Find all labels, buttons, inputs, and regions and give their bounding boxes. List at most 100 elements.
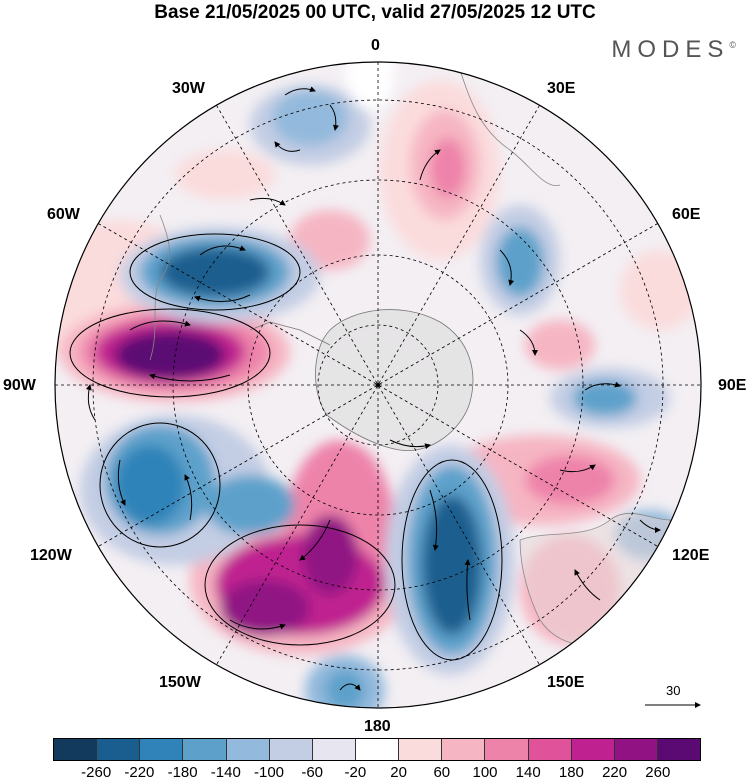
africa-outline xyxy=(459,69,561,187)
positive-anomaly-area xyxy=(175,150,275,200)
colorbar-tick-label: -220 xyxy=(124,764,155,781)
colorbar-tick-label: -140 xyxy=(210,764,241,781)
wind-vector xyxy=(329,104,339,131)
colorbar-tick-label: 180 xyxy=(558,764,584,781)
anomaly-contours xyxy=(69,233,503,661)
wind-vector xyxy=(117,459,126,506)
lon-label-180: 180 xyxy=(364,718,391,735)
brand-copyright-mark: © xyxy=(729,40,736,50)
negative-anomaly-core xyxy=(325,670,365,708)
colorbar-tick-label: -260 xyxy=(81,764,112,781)
wind-vectors xyxy=(85,86,661,691)
wind-vector xyxy=(284,86,316,96)
colorbar-swatch xyxy=(657,739,701,760)
colorbar-tick-label: -100 xyxy=(253,764,285,781)
colorbar-swatch xyxy=(399,739,443,760)
negative-anomaly-core xyxy=(573,380,637,416)
lon-label-120w: 120W xyxy=(30,547,72,564)
colorbar-swatch xyxy=(269,739,313,760)
wind-vector xyxy=(519,329,538,356)
contour-line xyxy=(69,308,271,398)
colorbar-swatch xyxy=(97,739,141,760)
wind-vector xyxy=(339,683,361,691)
wind-vector xyxy=(274,141,301,152)
negative-anomaly-core xyxy=(160,247,270,297)
colorbar-swatch xyxy=(312,739,356,760)
antarctic-peninsula-outline xyxy=(249,321,331,346)
wind-vector xyxy=(249,197,286,206)
colorbar-ticks: -260 -220 -180 -140 -100 -60 -20 20 60 100 140 180 2… xyxy=(53,764,701,783)
positive-anomaly-core xyxy=(220,580,310,636)
colorbar xyxy=(53,738,701,761)
reference-vector-label: 30 xyxy=(666,683,681,698)
colorbar-tick-label: 140 xyxy=(515,764,541,781)
negative-anomaly-area xyxy=(205,475,295,535)
colorbar-swatch xyxy=(355,739,400,760)
lon-label-60e: 60E xyxy=(672,206,701,223)
lon-label-150w: 150W xyxy=(159,674,201,691)
map-boundary xyxy=(54,61,702,709)
wind-vector xyxy=(299,519,331,561)
lon-label-120e: 120E xyxy=(672,547,710,564)
contour-line xyxy=(129,233,301,311)
wind-vector xyxy=(419,149,441,181)
negative-anomaly-core xyxy=(115,445,185,525)
positive-anomaly-area xyxy=(620,250,700,330)
positive-anomaly-area xyxy=(525,320,595,370)
colorbar-swatch xyxy=(485,739,529,760)
positive-anomaly-area xyxy=(430,138,466,198)
colorbar-swatch xyxy=(183,739,227,760)
wind-vector xyxy=(429,489,439,551)
colorbar-tick-label: 220 xyxy=(602,764,628,781)
colorbar-tick-label: 260 xyxy=(645,764,671,781)
colorbar-swatch xyxy=(571,739,615,760)
wind-vector xyxy=(584,381,621,391)
contour-line xyxy=(401,459,503,661)
colorbar-swatch xyxy=(226,739,270,760)
map-title: Base 21/05/2025 00 UTC, valid 27/05/2025… xyxy=(154,2,596,23)
contour-line xyxy=(99,422,221,548)
colorbar-tick-label: 20 xyxy=(390,764,407,781)
wind-vector xyxy=(194,294,251,302)
modes-logo: MODES© xyxy=(611,36,736,64)
lon-label-30e: 30E xyxy=(547,80,576,97)
colorbar-tick-label: -20 xyxy=(344,764,367,781)
lon-label-30w: 30W xyxy=(172,80,205,97)
neutral-area xyxy=(345,62,395,110)
colorbar-swatch xyxy=(528,739,572,760)
colorbar-tick-label: 60 xyxy=(433,764,451,781)
lon-label-150e: 150E xyxy=(547,674,585,691)
wind-vector xyxy=(149,373,231,382)
positive-anomaly-core xyxy=(302,515,358,595)
colorbar-swatch xyxy=(442,739,486,760)
brand-text: MODES xyxy=(611,36,730,63)
negative-anomaly-core xyxy=(422,495,482,635)
wind-vector xyxy=(184,474,193,521)
colorbar-swatch xyxy=(140,739,184,760)
negative-anomaly-core xyxy=(496,227,544,297)
wind-vector xyxy=(229,619,286,630)
lon-label-90e: 90E xyxy=(718,377,747,394)
wind-vector xyxy=(464,559,471,621)
south-america-outline xyxy=(149,214,170,361)
latitude-circle xyxy=(317,324,439,446)
colorbar-swatch xyxy=(614,739,658,760)
lon-label-0: 0 xyxy=(371,37,380,54)
wind-vector xyxy=(85,384,96,421)
south-pole-marker xyxy=(376,383,380,387)
wind-vector xyxy=(499,249,515,286)
colorbar-swatch xyxy=(54,739,98,760)
lon-label-90w: 90W xyxy=(3,377,36,394)
negative-anomaly-area xyxy=(272,90,348,146)
wind-vector xyxy=(199,245,246,256)
wind-vector xyxy=(639,519,661,533)
anomaly-field xyxy=(55,62,701,708)
wind-vector xyxy=(574,569,601,601)
colorbar-tick-label: -180 xyxy=(167,764,198,781)
lon-label-60w: 60W xyxy=(47,206,80,223)
colorbar-tick-label: -60 xyxy=(301,764,324,781)
positive-anomaly-core xyxy=(115,331,225,379)
colorbar-tick-label: 100 xyxy=(472,764,498,781)
contour-line xyxy=(204,524,396,646)
